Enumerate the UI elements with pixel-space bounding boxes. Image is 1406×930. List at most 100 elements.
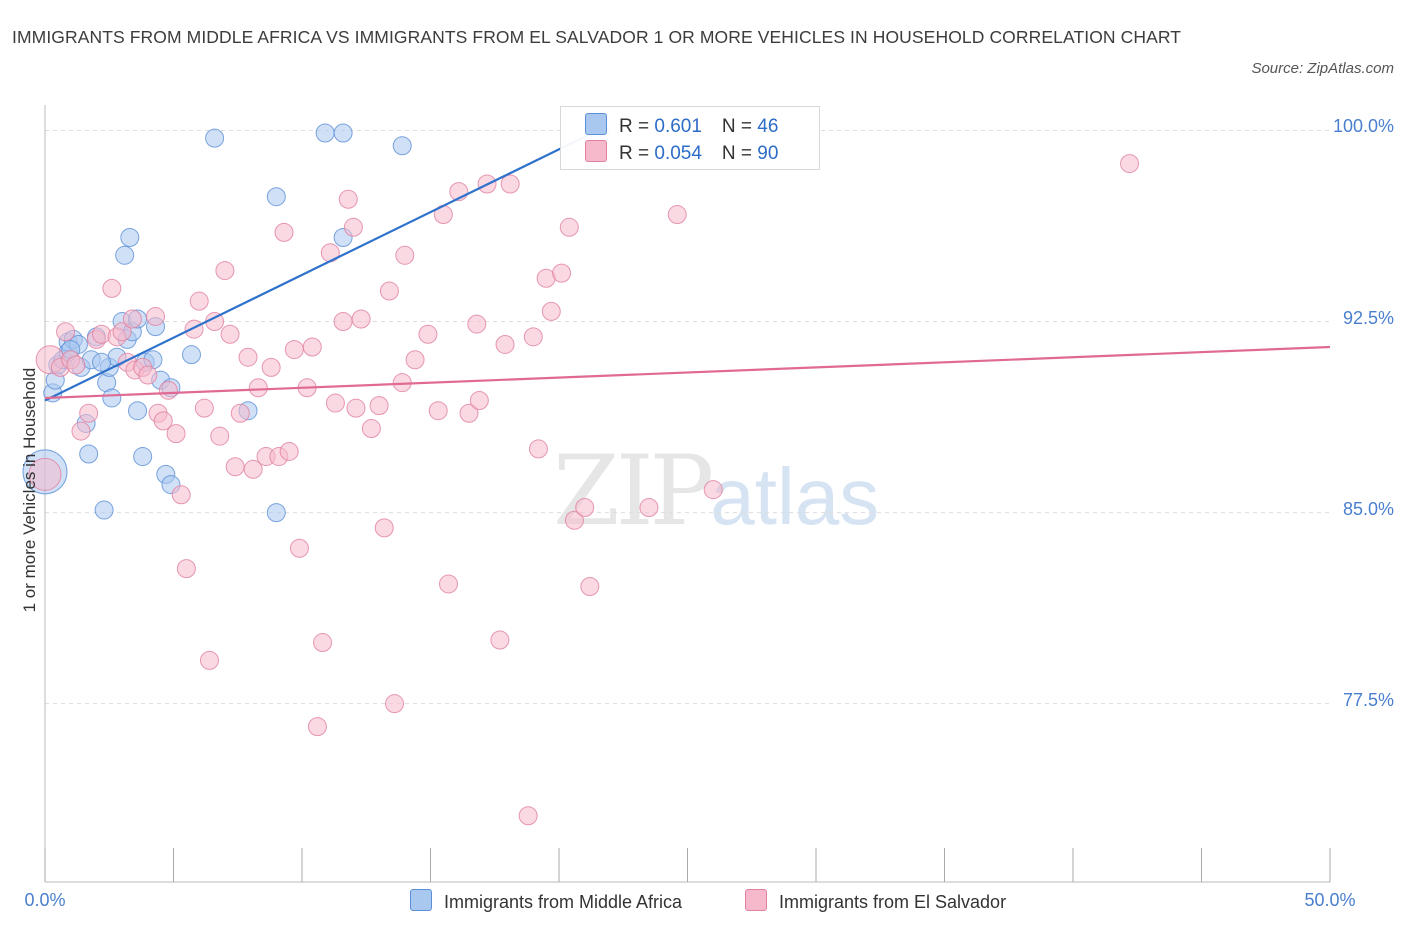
el-salvador-point <box>79 403 99 423</box>
el-salvador-point <box>490 630 510 650</box>
y-tick-label: 85.0% <box>1342 498 1394 519</box>
legend-label: Immigrants from El Salvador <box>779 892 1007 912</box>
middle-africa-point <box>205 128 225 148</box>
el-salvador-point <box>302 337 322 357</box>
el-salvador-point <box>199 650 219 670</box>
middle-africa-point <box>94 500 114 520</box>
el-salvador-point <box>379 281 399 301</box>
legend-item-el-salvador: Immigrants from El Salvador <box>745 889 1006 913</box>
trend-layer <box>44 129 1331 402</box>
y-tick-label: 77.5% <box>1342 689 1394 710</box>
el-salvador-point <box>1120 154 1140 174</box>
el-salvador-point <box>313 633 333 653</box>
el-salvador-point <box>153 411 173 431</box>
el-salvador-point <box>667 205 687 225</box>
stats-legend-row-pink: R = 0.054 N = 90 <box>585 140 778 164</box>
el-salvador-point <box>405 350 425 370</box>
middle-africa-point <box>392 136 412 156</box>
el-salvador-point <box>284 340 304 360</box>
watermark-atlas: atlas <box>710 452 880 541</box>
middle-africa-point <box>120 227 140 247</box>
el-salvador-point <box>564 510 584 530</box>
middle-africa-point <box>102 388 122 408</box>
el-salvador-point <box>66 355 86 375</box>
el-salvador-point <box>518 806 538 826</box>
el-salvador-point <box>325 393 345 413</box>
el-salvador-point <box>158 380 178 400</box>
el-salvador-point <box>500 174 520 194</box>
el-salvador-point <box>112 322 132 342</box>
el-salvador-point <box>346 398 366 418</box>
el-salvador-point <box>243 459 263 479</box>
stats-legend-row-blue: R = 0.601 N = 46 <box>585 113 778 137</box>
el-salvador-point <box>385 694 405 714</box>
el-salvador-point <box>220 324 240 344</box>
middle-africa-point <box>266 187 286 207</box>
watermark-zip: ZIP <box>553 435 714 547</box>
middle-africa-point <box>115 245 135 265</box>
middle-africa-point <box>181 345 201 365</box>
el-salvador-point <box>469 391 489 411</box>
watermark: ZIPatlas <box>553 435 879 547</box>
el-salvador-point <box>338 189 358 209</box>
middle-africa-point <box>79 444 99 464</box>
middle-africa-point <box>333 123 353 143</box>
y-tick-label: 100.0% <box>1332 116 1394 137</box>
el-salvador-point <box>703 480 723 500</box>
el-salvador-point <box>194 398 214 418</box>
el-salvador-point <box>369 396 389 416</box>
el-salvador-point <box>438 574 458 594</box>
chart-title: IMMIGRANTS FROM MIDDLE AFRICA VS IMMIGRA… <box>12 27 1182 47</box>
el-salvador-trendline <box>44 345 1331 400</box>
middle-africa-point <box>315 123 335 143</box>
legend-swatch-pink <box>745 889 767 911</box>
el-salvador-point <box>351 309 371 329</box>
el-salvador-point <box>248 378 268 398</box>
el-salvador-point <box>395 245 415 265</box>
el-salvador-point <box>528 439 548 459</box>
y-tick-label: 92.5% <box>1342 307 1394 328</box>
stats-legend: R = 0.601 N = 46 R = 0.054 N = 90 <box>560 106 820 170</box>
el-salvador-point <box>146 306 166 326</box>
y-axis-label: 1 or more Vehicles in Household <box>20 367 39 613</box>
el-salvador-point <box>639 498 659 518</box>
el-salvador-point <box>467 314 487 334</box>
x-tick-label: 50.0% <box>1304 890 1356 910</box>
el-salvador-point <box>307 717 327 737</box>
r-label: R = <box>619 116 655 137</box>
middle-africa-trendline <box>44 129 599 402</box>
el-salvador-point <box>559 217 579 237</box>
el-salvador-point <box>333 312 353 332</box>
source-label: Source: ZipAtlas.com <box>1251 60 1394 77</box>
legend-item-middle-africa: Immigrants from Middle Africa <box>410 889 682 913</box>
legend-swatch-blue <box>410 889 432 911</box>
blue-swatch <box>585 113 607 135</box>
r-value: 0.601 <box>654 116 702 137</box>
el-salvador-point <box>523 327 543 347</box>
el-salvador-point <box>71 421 91 441</box>
axis-layer <box>44 105 1331 883</box>
r-label: R = <box>619 143 655 164</box>
r-value: 0.054 <box>654 143 702 164</box>
n-label: N = <box>721 116 758 137</box>
el-salvador-point <box>230 403 250 423</box>
el-salvador-point <box>580 576 600 596</box>
el-salvador-point <box>552 263 572 283</box>
el-salvador-point <box>166 424 186 444</box>
el-salvador-point <box>184 319 204 339</box>
el-salvador-point <box>361 419 381 439</box>
el-salvador-point <box>210 426 230 446</box>
middle-africa-point <box>128 401 148 421</box>
n-value: 90 <box>757 143 779 164</box>
el-salvador-point <box>176 559 196 579</box>
el-salvador-point <box>374 518 394 538</box>
el-salvador-point <box>122 309 142 329</box>
el-salvador-point <box>575 498 595 518</box>
x-tick-label: 0.0% <box>24 890 66 910</box>
el-salvador-point <box>418 324 438 344</box>
el-salvador-point <box>225 457 245 477</box>
el-salvador-point <box>56 322 76 342</box>
el-salvador-point <box>279 441 299 461</box>
middle-africa-point <box>133 447 153 467</box>
